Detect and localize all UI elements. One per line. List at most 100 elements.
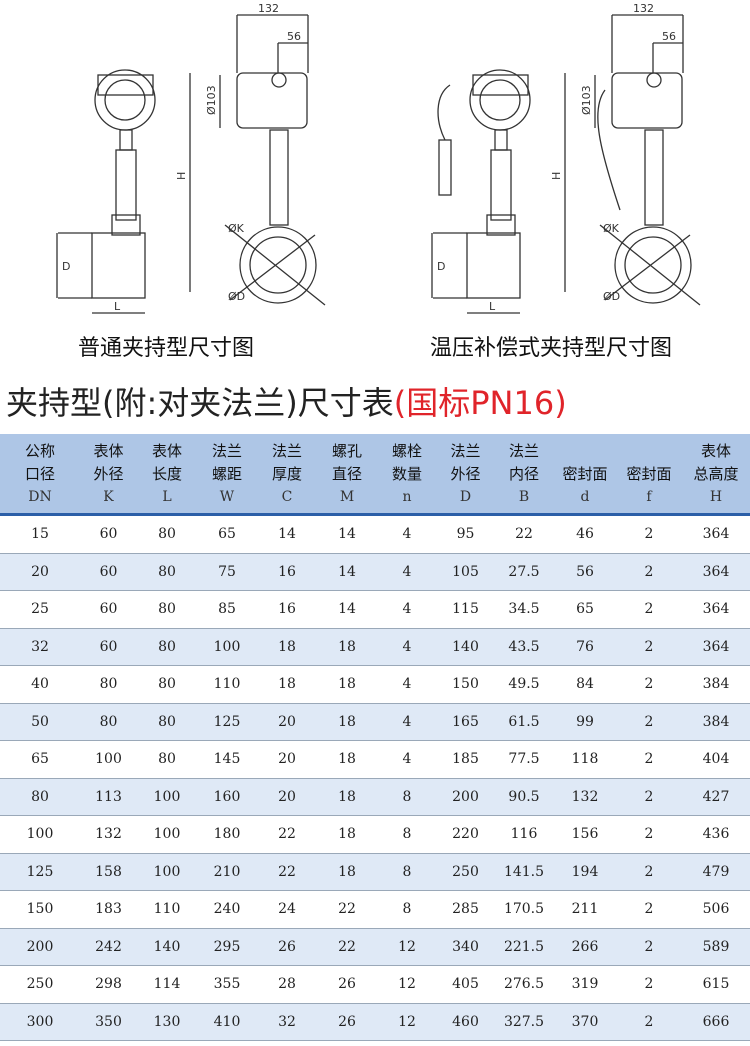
- header-line2: 外径: [450, 465, 481, 483]
- dimension-drawing: 132 56 Ø103 H D L ØK ØD 温压补偿式夹持型尺寸图: [375, 0, 750, 361]
- table-cell: 210: [197, 853, 257, 891]
- header-symbol: B: [518, 489, 530, 505]
- table-cell: 2: [616, 778, 682, 816]
- column-header: 螺栓 数量 n: [377, 434, 437, 516]
- table-cell: 436: [682, 815, 750, 854]
- header-line2: 密封面: [562, 465, 608, 483]
- table-cell: 319: [554, 965, 616, 1004]
- table-cell: 113: [80, 778, 137, 816]
- table-cell: 460: [437, 1003, 494, 1041]
- header-symbol: K: [103, 489, 114, 505]
- header-line2: 螺距: [211, 465, 242, 483]
- flowmeter-drawing: 132 56 Ø103 H D L ØK ØD: [431, 2, 701, 314]
- table-row: 150 183 110 240 24 22 8 285 170.5 211 2 506: [0, 890, 750, 929]
- drawing-caption: 普通夹持型尺寸图: [78, 336, 255, 361]
- table-cell: 40: [0, 665, 80, 704]
- table-cell: 221.5: [494, 928, 554, 966]
- table-cell: 2: [616, 853, 682, 891]
- table-cell: 2: [616, 514, 682, 554]
- column-header: 表体 外径 K: [80, 434, 137, 516]
- header-line1: 螺栓: [391, 442, 422, 460]
- table-cell: 18: [317, 778, 377, 816]
- table-cell: 65: [0, 740, 80, 779]
- table-cell: 116: [494, 815, 554, 854]
- table-cell: 150: [0, 890, 80, 929]
- table-cell: 50: [0, 703, 80, 741]
- table-cell: 2: [616, 665, 682, 704]
- table-cell: 384: [682, 703, 750, 741]
- table-cell: 12: [377, 965, 437, 1004]
- table-cell: 170.5: [494, 890, 554, 929]
- table-cell: 22: [257, 815, 317, 854]
- table-cell: 24: [257, 890, 317, 929]
- table-cell: 4: [377, 590, 437, 629]
- table-cell: 61.5: [494, 703, 554, 741]
- table-cell: 589: [682, 928, 750, 966]
- table-cell: 80: [80, 665, 137, 704]
- table-cell: 22: [317, 890, 377, 929]
- table-cell: 90.5: [494, 778, 554, 816]
- table-cell: 250: [437, 853, 494, 891]
- table-cell: 18: [317, 853, 377, 891]
- header-line2: 直径: [331, 465, 362, 483]
- table-cell: 20: [0, 553, 80, 591]
- header-symbol: C: [281, 489, 293, 505]
- column-header: 法兰 内径 B: [494, 434, 554, 516]
- table-cell: 615: [682, 965, 750, 1004]
- table-heading: 夹持型(附:对夹法兰)尺寸表(国标PN16): [6, 378, 567, 424]
- table-cell: 22: [317, 928, 377, 966]
- table-cell: 60: [80, 628, 137, 666]
- header-line1: 法兰: [450, 442, 481, 460]
- table-cell: 18: [317, 628, 377, 666]
- table-row: 50 80 80 125 20 18 4 165 61.5 99 2 384: [0, 703, 750, 741]
- header-line2: 总高度: [693, 465, 739, 483]
- table-cell: 60: [80, 590, 137, 629]
- dim-pipe-d: D: [62, 260, 70, 273]
- dimension-drawing: 132 56 Ø103 H D L ØK ØD 普通夹持型尺寸图: [0, 0, 375, 361]
- table-row: 80 113 100 160 20 18 8 200 90.5 132 2 427: [0, 778, 750, 816]
- dim-k: ØK: [603, 222, 620, 235]
- table-cell: 8: [377, 853, 437, 891]
- table-cell: 340: [437, 928, 494, 966]
- header-line2: 口径: [24, 465, 55, 483]
- table-cell: 405: [437, 965, 494, 1004]
- table-cell: 364: [682, 590, 750, 629]
- table-cell: 12: [377, 1003, 437, 1041]
- table-cell: 14: [317, 514, 377, 554]
- table-cell: 65: [554, 590, 616, 629]
- table-cell: 16: [257, 590, 317, 629]
- table-cell: 200: [437, 778, 494, 816]
- table-cell: 20: [257, 703, 317, 741]
- table-cell: 76: [554, 628, 616, 666]
- table-cell: 16: [257, 553, 317, 591]
- table-cell: 2: [616, 890, 682, 929]
- table-cell: 2: [616, 965, 682, 1004]
- table-cell: 65: [197, 514, 257, 554]
- dim-diameter: Ø103: [205, 85, 218, 115]
- table-cell: 22: [494, 514, 554, 554]
- table-cell: 194: [554, 853, 616, 891]
- table-cell: 4: [377, 553, 437, 591]
- table-cell: 2: [616, 815, 682, 854]
- table-cell: 77.5: [494, 740, 554, 779]
- table-cell: 49.5: [494, 665, 554, 704]
- column-header: 密封面 f: [616, 434, 682, 516]
- table-cell: 14: [257, 514, 317, 554]
- table-cell: 285: [437, 890, 494, 929]
- column-header: 表体 长度 L: [137, 434, 197, 516]
- table-cell: 18: [317, 815, 377, 854]
- table-cell: 80: [80, 703, 137, 741]
- table-cell: 18: [317, 740, 377, 779]
- header-symbol: n: [402, 489, 412, 505]
- header-symbol: H: [709, 489, 723, 505]
- table-cell: 46: [554, 514, 616, 554]
- dim-offset: 56: [287, 30, 301, 43]
- dim-offset: 56: [662, 30, 676, 43]
- table-cell: 4: [377, 703, 437, 741]
- table-cell: 160: [197, 778, 257, 816]
- table-cell: 384: [682, 665, 750, 704]
- table-cell: 26: [317, 1003, 377, 1041]
- table-cell: 118: [554, 740, 616, 779]
- table-row: 100 132 100 180 22 18 8 220 116 156 2 436: [0, 815, 750, 854]
- column-header: 表体 总高度 H: [682, 434, 750, 516]
